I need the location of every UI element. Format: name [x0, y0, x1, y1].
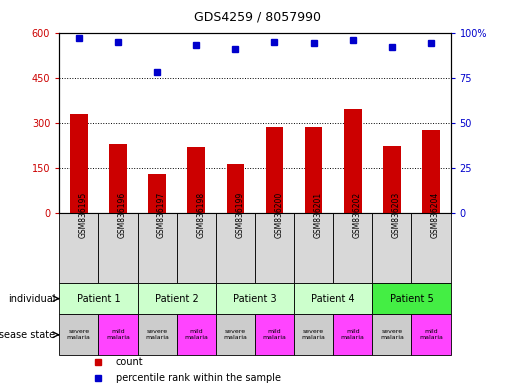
Bar	[227, 164, 244, 213]
Bar	[98, 213, 138, 283]
Bar	[333, 213, 372, 283]
Text: count: count	[116, 357, 144, 367]
Bar	[216, 213, 255, 283]
Text: GSM836199: GSM836199	[235, 192, 244, 238]
Text: severe
malaria: severe malaria	[224, 329, 247, 340]
Text: GDS4259 / 8057990: GDS4259 / 8057990	[194, 10, 321, 23]
Text: individual: individual	[8, 294, 55, 304]
Text: GSM836201: GSM836201	[314, 192, 322, 238]
Text: GSM836198: GSM836198	[196, 192, 205, 238]
Bar	[294, 283, 372, 314]
Bar	[138, 314, 177, 355]
Text: GSM836204: GSM836204	[431, 192, 440, 238]
Bar	[266, 127, 283, 213]
Text: mild
malaria: mild malaria	[106, 329, 130, 340]
Text: mild
malaria: mild malaria	[184, 329, 208, 340]
Bar	[411, 314, 451, 355]
Bar	[294, 314, 333, 355]
Text: GSM836195: GSM836195	[79, 192, 88, 238]
Bar	[59, 314, 98, 355]
Bar	[422, 131, 440, 213]
Text: disease state: disease state	[0, 330, 55, 340]
Text: mild
malaria: mild malaria	[419, 329, 443, 340]
Bar	[305, 127, 322, 213]
Bar	[216, 283, 294, 314]
Bar	[383, 146, 401, 213]
Bar	[344, 109, 362, 213]
Bar	[411, 213, 451, 283]
Bar	[59, 283, 138, 314]
Bar	[255, 314, 294, 355]
Text: Patient 1: Patient 1	[77, 294, 120, 304]
Text: mild
malaria: mild malaria	[263, 329, 286, 340]
Text: percentile rank within the sample: percentile rank within the sample	[116, 373, 281, 383]
Bar	[187, 147, 205, 213]
Text: GSM836200: GSM836200	[274, 192, 283, 238]
Bar	[372, 213, 411, 283]
Bar	[372, 314, 411, 355]
Bar	[372, 283, 451, 314]
Bar	[70, 114, 88, 213]
Text: severe
malaria: severe malaria	[145, 329, 169, 340]
Text: GSM836196: GSM836196	[118, 192, 127, 238]
Bar	[98, 314, 138, 355]
Text: severe
malaria: severe malaria	[380, 329, 404, 340]
Text: severe
malaria: severe malaria	[302, 329, 325, 340]
Bar	[138, 283, 216, 314]
Bar	[148, 174, 166, 213]
Text: GSM836202: GSM836202	[353, 192, 362, 238]
Bar	[333, 314, 372, 355]
Bar	[216, 314, 255, 355]
Bar	[255, 213, 294, 283]
Text: severe
malaria: severe malaria	[67, 329, 91, 340]
Text: Patient 3: Patient 3	[233, 294, 277, 304]
Text: Patient 4: Patient 4	[312, 294, 355, 304]
Text: mild
malaria: mild malaria	[341, 329, 365, 340]
Text: Patient 5: Patient 5	[390, 294, 433, 304]
Bar	[177, 213, 216, 283]
Bar	[109, 144, 127, 213]
Text: Patient 2: Patient 2	[155, 294, 198, 304]
Bar	[138, 213, 177, 283]
Bar	[294, 213, 333, 283]
Text: GSM836197: GSM836197	[157, 192, 166, 238]
Text: GSM836203: GSM836203	[392, 192, 401, 238]
Bar	[59, 213, 98, 283]
Bar	[177, 314, 216, 355]
